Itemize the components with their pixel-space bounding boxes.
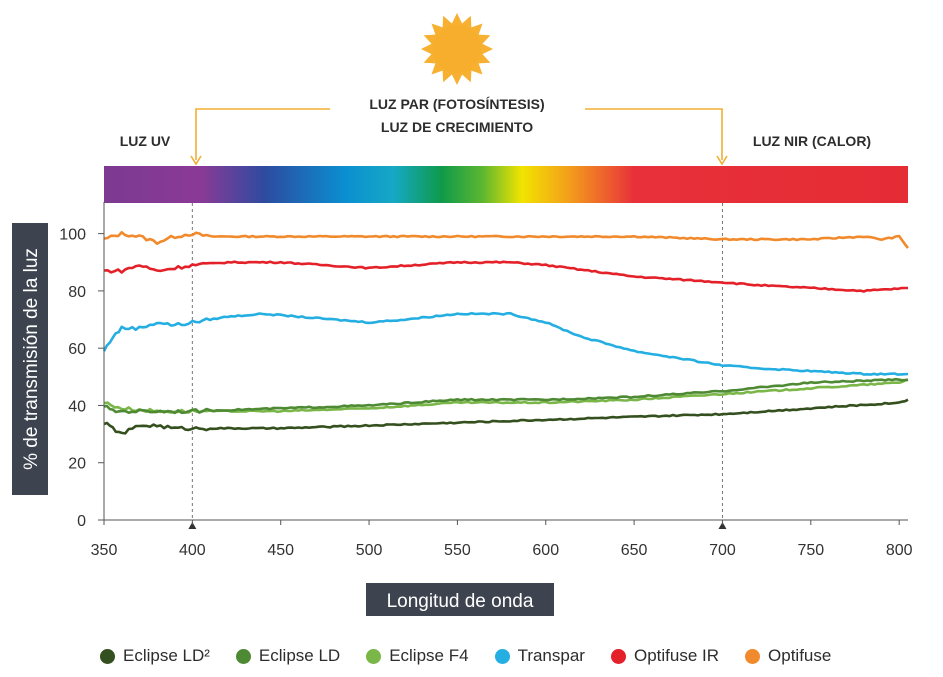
x-tick-label: 500 [356,542,383,559]
y-tick-label: 20 [68,456,86,473]
par-bracket-left [195,108,330,160]
legend-item: Transpar [494,646,585,666]
legend-swatch [494,648,510,664]
par-marker-triangle [718,522,727,529]
legend-swatch [745,648,761,664]
legend-item: Optifuse IR [610,646,720,666]
par-marker-triangle [188,522,197,529]
y-tick-label: 60 [68,341,86,358]
series-line-optifuse [103,231,910,249]
y-tick-label: 40 [68,398,86,415]
y-tick-label: 100 [59,227,86,244]
par-bracket-right-arrow [716,155,728,166]
legend-item: Optifuse [745,646,831,666]
legend-label: Optifuse [768,646,832,665]
y-axis-title-box [12,223,48,495]
x-axis-title-box [366,583,554,616]
legend-item: Eclipse LD [235,646,341,666]
series-line-eclipse-f4 [103,378,909,414]
x-tick-label: 350 [91,542,118,559]
legend-item: Eclipse F4 [366,646,469,666]
series-line-optifuse-ir [103,260,908,293]
uv-label: LUZ UV [120,133,171,149]
series-line-eclipse-ld [103,377,909,415]
x-tick-label: 450 [267,542,294,559]
x-tick-label: 550 [444,542,471,559]
y-tick-label: 0 [77,513,86,530]
legend-swatch [366,648,382,664]
series-line-transpar [102,311,909,376]
x-tick-label: 650 [621,542,648,559]
legend-label: Eclipse LD [258,646,341,665]
par-label-line1: LUZ PAR (FOTOSÍNTESIS) [369,96,544,112]
sun-disc [433,25,481,73]
x-tick-label: 800 [886,542,913,559]
legend-label: Eclipse LD² [123,646,210,665]
x-tick-label: 400 [179,542,206,559]
sun-icon [421,13,493,85]
par-bracket-right [585,108,723,160]
x-tick-label: 600 [532,542,559,559]
y-tick-label: 80 [68,284,86,301]
legend: Eclipse LD² Eclipse LD Eclipse F4 Transpar O… [100,643,940,669]
legend-label: Transpar [517,646,585,665]
x-axis-title: Longitud de onda [387,591,534,612]
legend-label: Eclipse F4 [389,646,469,665]
legend-item: Eclipse LD² [100,646,210,666]
light-spectrum-bar [104,166,908,203]
par-bracket-left-arrow [190,155,202,166]
legend-label: Optifuse IR [633,646,720,665]
x-tick-label: 700 [709,542,736,559]
y-axis-title: % de transmisión de la luz [21,248,42,470]
legend-swatch [235,648,251,664]
legend-swatch [100,648,115,664]
series-line-eclipse-ld- [103,398,909,435]
nir-label: LUZ NIR (CALOR) [753,133,871,149]
x-tick-label: 750 [797,542,824,559]
legend-swatch [610,648,626,664]
par-label-line2: LUZ DE CRECIMIENTO [381,119,533,135]
